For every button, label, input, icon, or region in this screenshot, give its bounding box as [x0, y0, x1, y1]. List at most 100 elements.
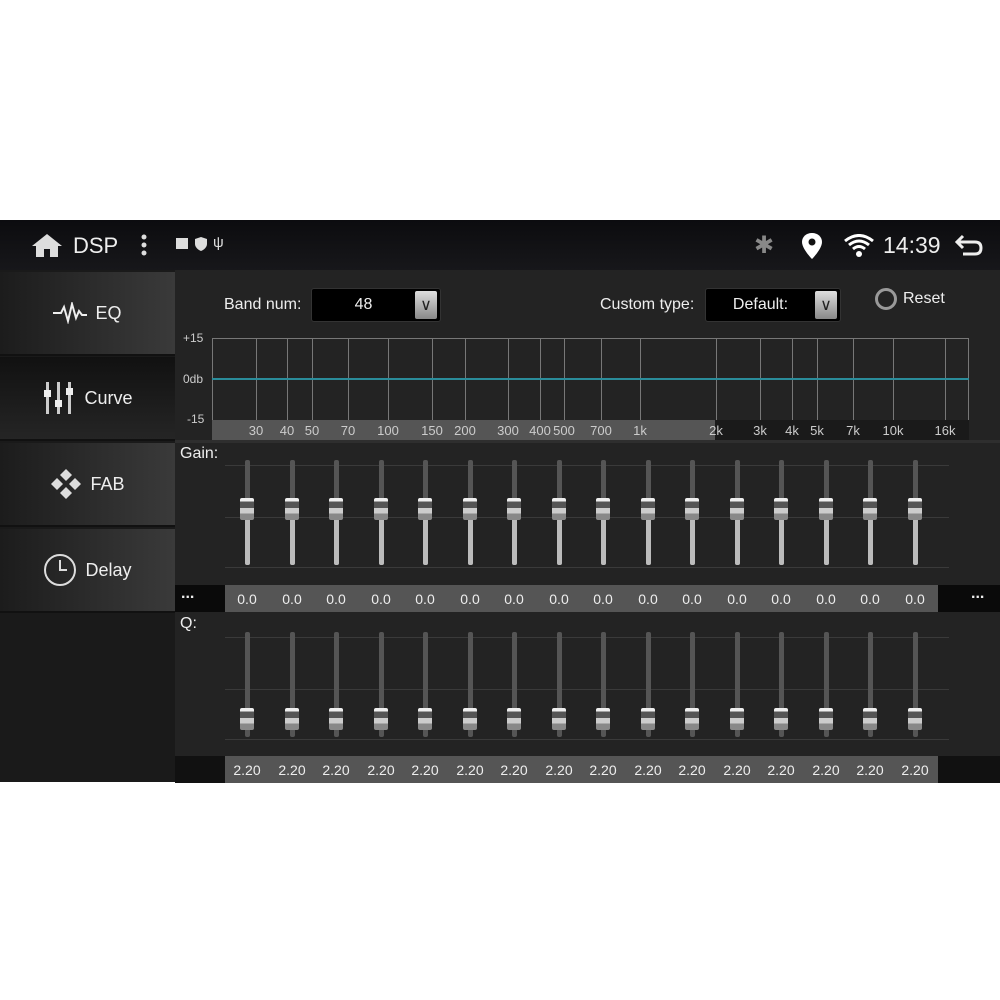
- slider-thumb[interactable]: [819, 708, 833, 730]
- gain-value: 0.0: [727, 591, 747, 607]
- slider-thumb[interactable]: [730, 708, 744, 730]
- scroll-left-button[interactable]: ...: [175, 585, 225, 612]
- scroll-right-button[interactable]: ...: [938, 585, 1000, 612]
- freq-label: 40: [279, 423, 295, 438]
- slider-thumb[interactable]: [685, 498, 699, 520]
- slider-thumb[interactable]: [596, 498, 610, 520]
- gain-value: 0.0: [860, 591, 880, 607]
- q-value: 2.20: [278, 762, 306, 778]
- slider-thumb[interactable]: [819, 498, 833, 520]
- slider-thumb[interactable]: [908, 498, 922, 520]
- slider-track: [334, 632, 339, 737]
- sidebar-item-label: FAB: [90, 473, 125, 494]
- slider-thumb[interactable]: [730, 498, 744, 520]
- slider-thumb[interactable]: [374, 708, 388, 730]
- slider-thumb[interactable]: [774, 498, 788, 520]
- gain-value: 0.0: [816, 591, 836, 607]
- usb-icon: ψ: [213, 234, 224, 251]
- sidebar-item-fab[interactable]: FAB: [0, 443, 175, 527]
- slider-thumb[interactable]: [908, 708, 922, 730]
- slider-thumb[interactable]: [374, 498, 388, 520]
- sidebar-item-delay[interactable]: Delay: [0, 529, 175, 613]
- slider-thumb[interactable]: [285, 498, 299, 520]
- slider-track: [779, 632, 784, 737]
- band-num-value: 48: [354, 296, 373, 313]
- q-value: 2.20: [678, 762, 706, 778]
- slider-fill: [601, 508, 606, 565]
- sliders-icon: [44, 382, 74, 414]
- status-bar: DSP ψ ✱ 14:39: [0, 220, 1000, 270]
- back-icon[interactable]: [955, 234, 983, 256]
- slider-fill: [868, 508, 873, 565]
- grid-line: [225, 465, 949, 466]
- slider-thumb[interactable]: [641, 498, 655, 520]
- band-num-dropdown[interactable]: 48 ∨: [311, 288, 441, 322]
- slider-thumb[interactable]: [507, 708, 521, 730]
- slider-thumb[interactable]: [641, 708, 655, 730]
- slider-fill: [245, 508, 250, 565]
- slider-thumb[interactable]: [463, 498, 477, 520]
- slider-thumb[interactable]: [863, 708, 877, 730]
- reset-radio[interactable]: Reset: [875, 288, 945, 310]
- sidebar-item-eq[interactable]: EQ: [0, 272, 175, 356]
- slider-track: [468, 632, 473, 737]
- slider-thumb[interactable]: [863, 498, 877, 520]
- y-label: 0db: [183, 372, 204, 386]
- q-value: 2.20: [233, 762, 261, 778]
- slider-track: [290, 632, 295, 737]
- q-row-spacer: [938, 756, 1000, 783]
- slider-thumb[interactable]: [285, 708, 299, 730]
- freq-label: 100: [377, 423, 399, 438]
- freq-label: 500: [553, 423, 575, 438]
- slider-thumb[interactable]: [774, 708, 788, 730]
- slider-fill: [334, 508, 339, 565]
- slider-thumb[interactable]: [329, 708, 343, 730]
- grid-line: [225, 517, 949, 518]
- freq-label: 5k: [810, 423, 824, 438]
- more-vert-icon[interactable]: [140, 233, 148, 259]
- sidebar: EQ Curve FAB Delay: [0, 270, 175, 782]
- slider-fill: [913, 508, 918, 565]
- slider-thumb[interactable]: [552, 708, 566, 730]
- slider-thumb[interactable]: [552, 498, 566, 520]
- grid-line: [225, 567, 949, 568]
- freq-label: 2k: [709, 423, 723, 438]
- q-value: 2.20: [634, 762, 662, 778]
- sidebar-item-curve[interactable]: Curve: [0, 357, 175, 441]
- fader-balance-icon: [51, 469, 82, 499]
- freq-label: 3k: [753, 423, 767, 438]
- freq-label: 7k: [846, 423, 860, 438]
- slider-fill: [779, 508, 784, 565]
- image-icon: [176, 238, 188, 249]
- q-value: 2.20: [322, 762, 350, 778]
- freq-band-light: [212, 420, 715, 440]
- slider-track: [423, 632, 428, 737]
- slider-thumb[interactable]: [329, 498, 343, 520]
- q-value: 2.20: [767, 762, 795, 778]
- slider-fill: [512, 508, 517, 565]
- slider-thumb[interactable]: [685, 708, 699, 730]
- gain-value: 0.0: [549, 591, 569, 607]
- gain-value: 0.0: [638, 591, 658, 607]
- slider-thumb[interactable]: [463, 708, 477, 730]
- slider-fill: [468, 508, 473, 565]
- slider-thumb[interactable]: [507, 498, 521, 520]
- slider-fill: [423, 508, 428, 565]
- slider-thumb[interactable]: [596, 708, 610, 730]
- slider-fill: [290, 508, 295, 565]
- slider-fill: [735, 508, 740, 565]
- gain-value: 0.0: [593, 591, 613, 607]
- freq-label: 16k: [934, 423, 956, 438]
- slider-thumb[interactable]: [240, 708, 254, 730]
- slider-thumb[interactable]: [418, 708, 432, 730]
- gain-value: 0.0: [460, 591, 480, 607]
- custom-type-dropdown[interactable]: Default: ∨: [705, 288, 841, 322]
- slider-thumb[interactable]: [418, 498, 432, 520]
- q-value: 2.20: [411, 762, 439, 778]
- slider-track: [245, 632, 250, 737]
- home-icon[interactable]: [31, 232, 63, 258]
- q-values-row: 2.20 2.20 2.20 2.20 2.20 2.20 2.20 2.20 2.20 2.20…: [225, 756, 938, 783]
- slider-track: [512, 632, 517, 737]
- gain-values-row: 0.0 0.0 0.0 0.0 0.0 0.0 0.0 0.0 0.0 0.0 0.0 0.0 0.0 0…: [225, 585, 938, 612]
- slider-thumb[interactable]: [240, 498, 254, 520]
